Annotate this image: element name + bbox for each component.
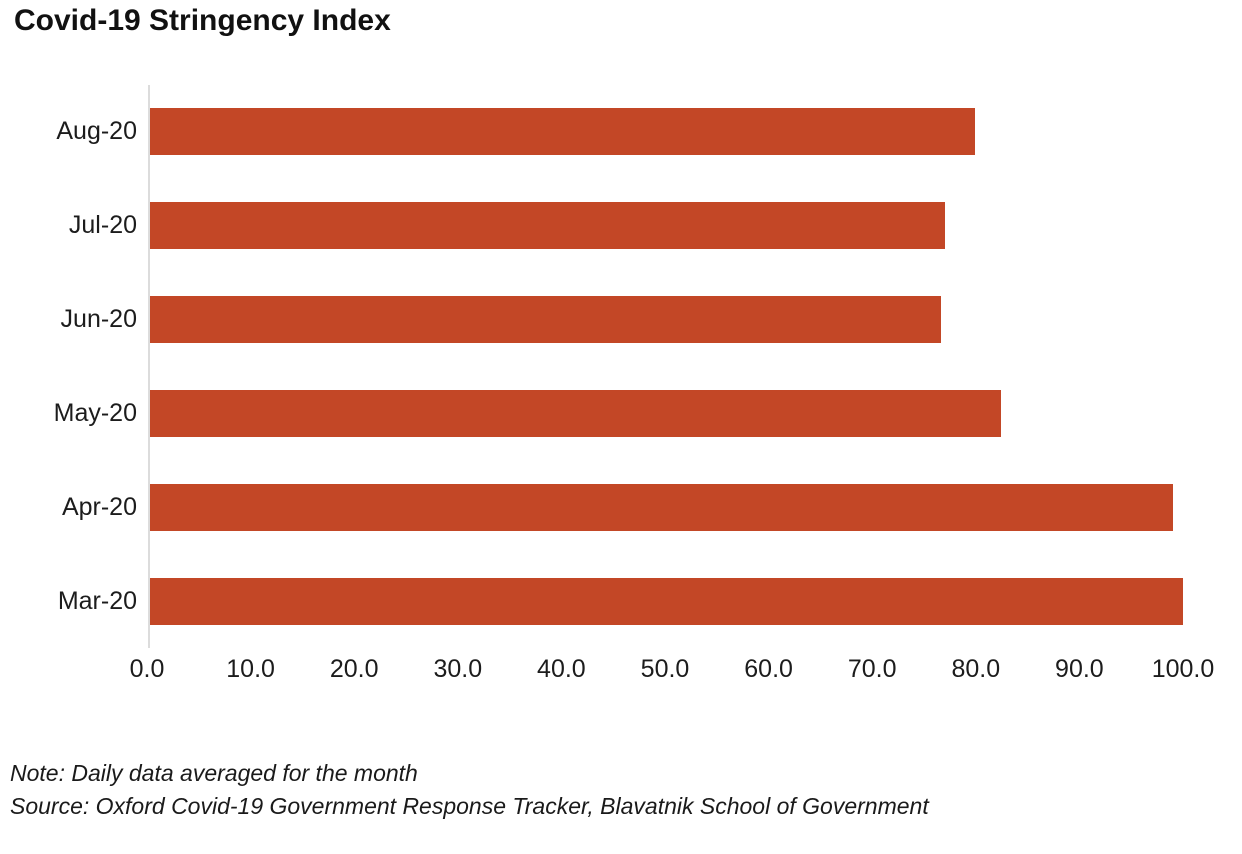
x-tick-label: 10.0 bbox=[226, 655, 275, 683]
chart-title: Covid-19 Stringency Index bbox=[14, 4, 391, 37]
y-axis-label: Aug-20 bbox=[56, 117, 137, 146]
bar-may-20 bbox=[150, 389, 1001, 437]
bar-aug-20 bbox=[150, 108, 975, 156]
bar-row: Aug-20 bbox=[56, 85, 1242, 179]
x-tick-label: 70.0 bbox=[847, 655, 897, 683]
bar-row: May-20 bbox=[54, 366, 1242, 460]
bar-mar-20 bbox=[150, 577, 1183, 625]
y-axis-label: May-20 bbox=[53, 398, 137, 427]
x-tick-label: 100.0 bbox=[1151, 655, 1215, 683]
x-tick-label: 60.0 bbox=[744, 655, 793, 683]
bar-jun-20 bbox=[150, 296, 941, 344]
x-tick-label: 90.0 bbox=[1055, 655, 1104, 683]
x-tick-label: 40.0 bbox=[537, 655, 586, 683]
bar-rows: Aug-20 Jul-20 Jun-20 May-20 Apr-20 Mar-20 bbox=[54, 85, 1242, 648]
bar-apr-20 bbox=[150, 483, 1173, 531]
x-axis-ticks: 0.0 10.0 20.0 30.0 40.0 50.0 60.0 70.0 80.0 90.0 1… bbox=[130, 655, 1242, 695]
x-tick-label: 20.0 bbox=[329, 655, 379, 683]
x-tick-label: 50.0 bbox=[640, 655, 690, 683]
bar-jul-20 bbox=[150, 202, 945, 250]
note-text: Note: Daily data averaged for the month bbox=[10, 760, 418, 786]
bar-row: Jun-20 bbox=[61, 273, 1242, 367]
y-axis-line bbox=[148, 85, 150, 648]
y-axis-label: Apr-20 bbox=[61, 492, 137, 521]
x-tick-label: 80.0 bbox=[951, 655, 1001, 683]
bar-row: Apr-20 bbox=[62, 460, 1242, 554]
source-text: Source: Oxford Covid-19 Government Respo… bbox=[10, 793, 929, 819]
plot-area: Aug-20 Jul-20 Jun-20 May-20 Apr-20 Mar-20 0.0… bbox=[0, 85, 1242, 683]
y-axis-label: Jun-20 bbox=[60, 305, 137, 334]
y-axis-label: Jul-20 bbox=[68, 211, 137, 240]
bar-row: Mar-20 bbox=[58, 554, 1242, 648]
x-tick-label: 30.0 bbox=[433, 655, 483, 683]
bar-row: Jul-20 bbox=[69, 179, 1242, 273]
x-tick-label: 0.0 bbox=[129, 655, 165, 683]
y-axis-label: Mar-20 bbox=[57, 586, 137, 615]
